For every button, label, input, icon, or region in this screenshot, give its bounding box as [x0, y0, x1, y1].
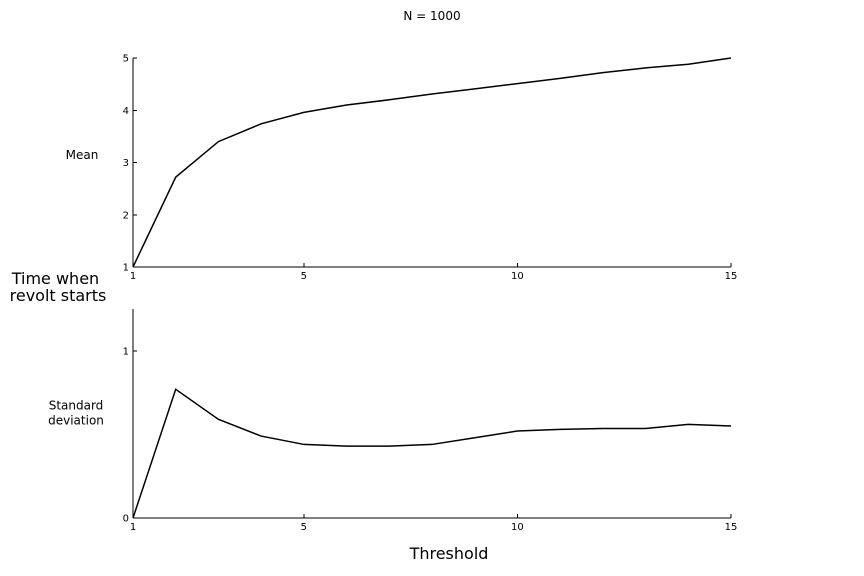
mean-y-tick-label: 2	[123, 210, 129, 221]
std-dev-x-tick-label: 10	[511, 522, 524, 533]
mean-y-tick-label: 3	[123, 158, 129, 169]
mean-x-tick-label: 5	[301, 271, 307, 282]
mean-x-tick-label: 15	[725, 271, 738, 282]
mean-series-line	[132, 57, 732, 268]
chart-title: N = 1000	[403, 9, 460, 23]
mean-y-tick-label: 4	[123, 106, 129, 117]
std-dev-x-tick-label: 15	[725, 522, 738, 533]
std-dev-y-tick-label: 0	[123, 514, 129, 525]
mean-panel-label-line: Mean	[66, 148, 99, 162]
y-axis-label: Time when revolt starts	[10, 269, 107, 305]
mean-y-tick-label: 1	[123, 263, 129, 274]
std-dev-x-tick-label: 5	[301, 522, 307, 533]
y-axis-label-line-1: Time when	[11, 269, 99, 288]
x-axis-label: Threshold	[409, 544, 489, 563]
std-dev-x-tick-label: 1	[130, 522, 136, 533]
std-dev-panel-label-line: deviation	[48, 414, 104, 428]
std-dev-y-tick-label: 1	[123, 346, 129, 357]
std-dev-panel-label-line: Standard	[49, 399, 104, 413]
mean-x-tick-label: 1	[130, 271, 136, 282]
mean-y-tick-label: 5	[123, 54, 129, 65]
y-axis-label-line-2: revolt starts	[10, 286, 107, 305]
std-dev-series-line	[132, 388, 732, 519]
mean-panel-label: Mean	[66, 148, 99, 162]
mean-x-tick-label: 10	[511, 271, 524, 282]
std-dev-panel-label: Standard deviation	[48, 399, 104, 428]
